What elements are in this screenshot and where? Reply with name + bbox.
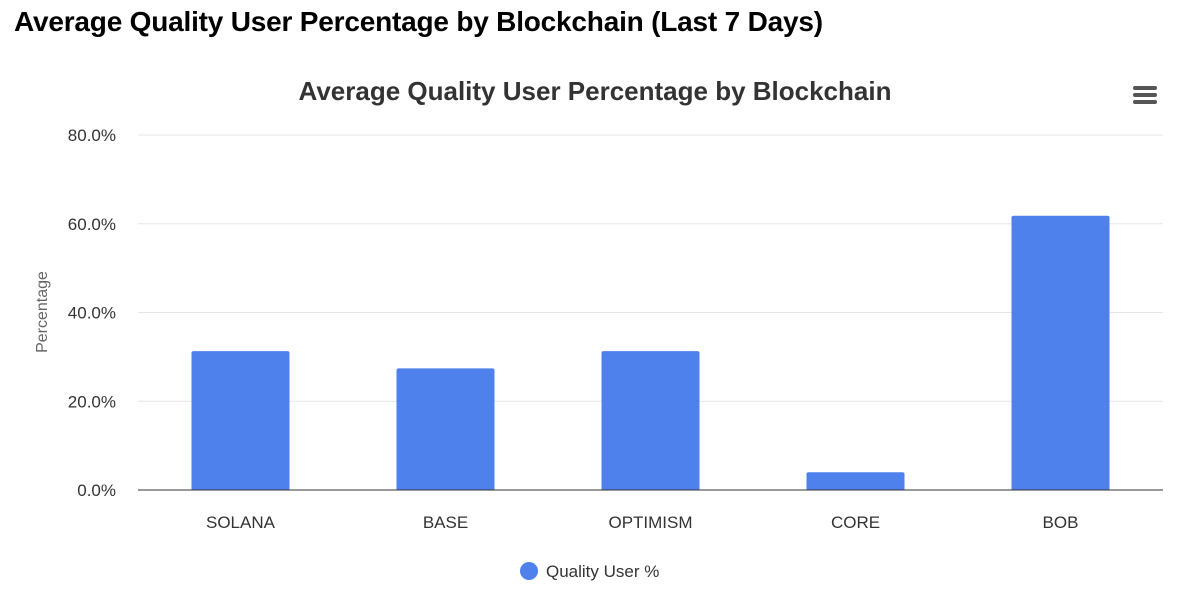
bar-bob[interactable] <box>1011 215 1110 490</box>
hamburger-menu-icon[interactable] <box>1126 80 1162 110</box>
x-tick-label: BASE <box>423 513 468 532</box>
chart-title: Average Quality User Percentage by Block… <box>298 76 892 106</box>
bar-core[interactable] <box>806 472 905 490</box>
y-tick-label: 80.0% <box>68 126 116 145</box>
y-tick-label: 20.0% <box>68 392 116 411</box>
x-tick-label: CORE <box>831 513 880 532</box>
y-tick-label: 0.0% <box>77 481 116 500</box>
bars <box>191 215 1110 490</box>
legend-marker <box>520 562 538 580</box>
y-tick-label: 40.0% <box>68 304 116 323</box>
page-title: Average Quality User Percentage by Block… <box>14 6 823 37</box>
y-axis-title: Percentage <box>34 271 51 353</box>
legend[interactable]: Quality User % <box>520 562 659 581</box>
bar-optimism[interactable] <box>601 351 700 490</box>
y-tick-label: 60.0% <box>68 215 116 234</box>
bar-solana[interactable] <box>191 351 290 490</box>
x-tick-label: BOB <box>1043 513 1079 532</box>
x-tick-label: SOLANA <box>206 513 276 532</box>
bar-chart: 0.0% 20.0% 40.0% 60.0% 80.0% SOLANA BASE OPTIMI… <box>34 126 1163 581</box>
bar-base[interactable] <box>396 368 495 490</box>
chart-container: Average Quality User Percentage by Block… <box>0 60 1200 605</box>
axes: 0.0% 20.0% 40.0% 60.0% 80.0% SOLANA BASE OPTIMI… <box>68 126 1163 532</box>
legend-label: Quality User % <box>546 562 659 581</box>
x-tick-label: OPTIMISM <box>608 513 692 532</box>
